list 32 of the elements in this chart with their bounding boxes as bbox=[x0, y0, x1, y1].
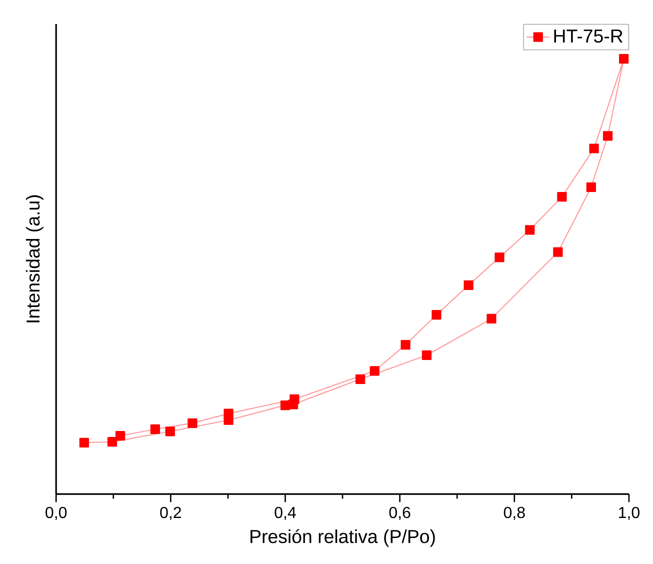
x-tick-label: 0,8 bbox=[504, 507, 525, 520]
point bbox=[464, 280, 474, 290]
x-tick-label: 0,0 bbox=[46, 507, 67, 520]
point bbox=[553, 248, 563, 258]
y-axis-title: Intensidad (a.u) bbox=[26, 196, 44, 323]
point bbox=[494, 252, 504, 262]
point bbox=[602, 131, 613, 141]
point bbox=[370, 366, 380, 376]
x-tick-label: 0,2 bbox=[160, 507, 181, 520]
x-tick-label: 0,4 bbox=[274, 507, 296, 520]
legend-label: HT-75-R bbox=[554, 30, 622, 43]
point bbox=[115, 431, 126, 441]
x-tick-label: 1,0 bbox=[619, 507, 640, 520]
point bbox=[188, 418, 198, 428]
x-axis-title: Presión relativa (P/Po) bbox=[250, 529, 435, 548]
point bbox=[432, 310, 442, 320]
point bbox=[107, 437, 118, 447]
x-tick-label: 0,6 bbox=[389, 507, 410, 520]
point bbox=[150, 424, 160, 434]
point bbox=[290, 394, 300, 404]
point bbox=[400, 340, 410, 350]
point bbox=[422, 350, 432, 360]
point bbox=[525, 225, 535, 235]
point bbox=[165, 426, 175, 436]
point bbox=[224, 408, 234, 419]
point bbox=[586, 182, 596, 192]
point bbox=[355, 374, 366, 384]
point bbox=[486, 314, 496, 324]
point bbox=[557, 192, 567, 202]
point bbox=[589, 144, 599, 154]
point bbox=[79, 438, 89, 448]
point bbox=[619, 54, 629, 64]
